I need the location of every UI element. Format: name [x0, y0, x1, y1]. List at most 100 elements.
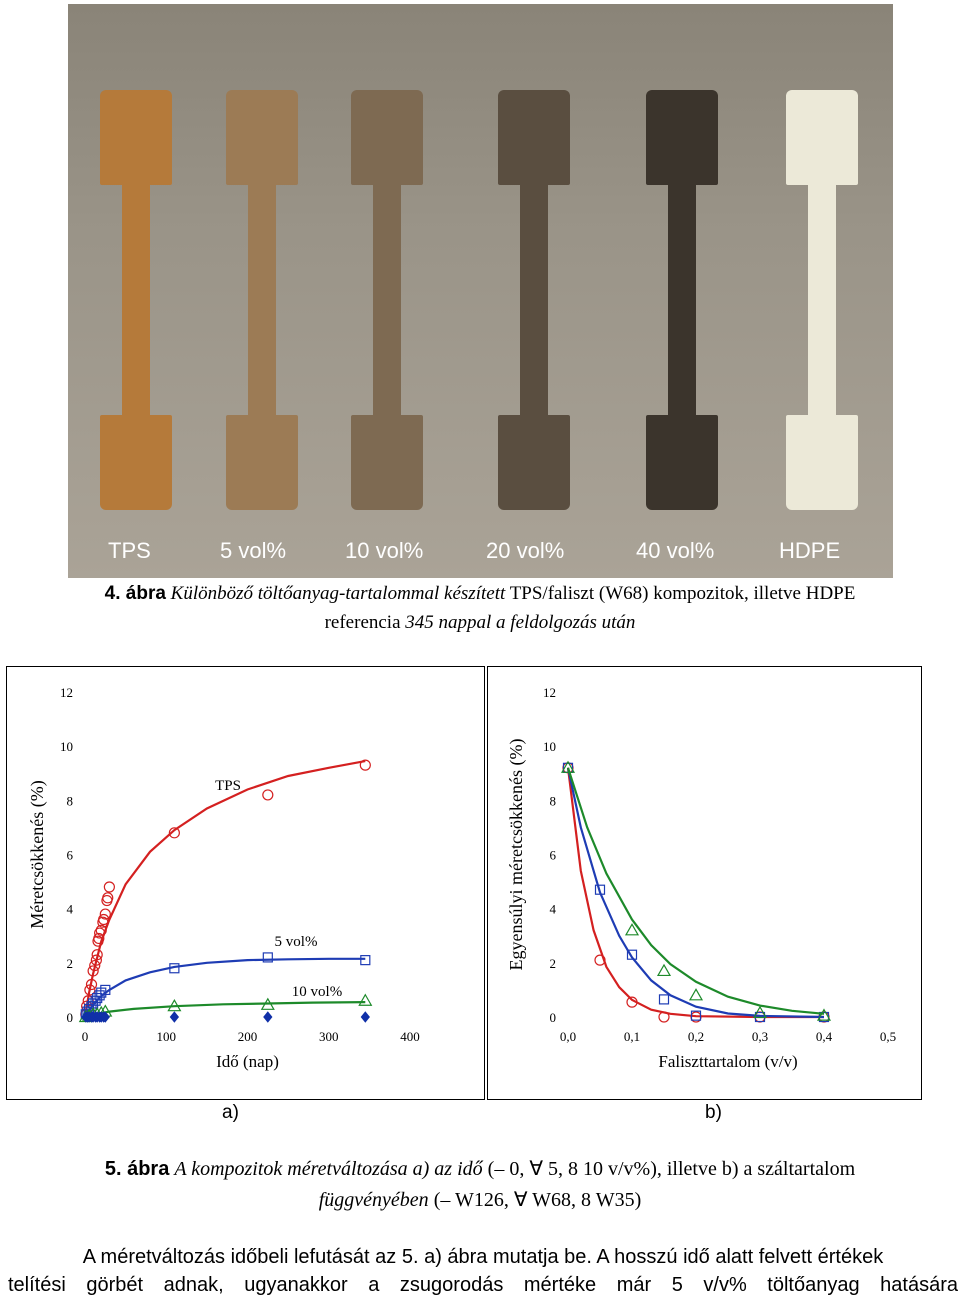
data-point — [626, 949, 638, 960]
x-tick-label: 100 — [157, 1029, 177, 1044]
data-point — [99, 908, 111, 920]
photo-label-20vol: 20 vol% — [486, 538, 565, 563]
y-tick-label: 10 — [60, 739, 73, 754]
data-point — [103, 881, 115, 893]
y-tick-label: 0 — [67, 1010, 74, 1025]
data-point — [658, 994, 670, 1005]
x-axis-title: Faliszttartalom (v/v) — [658, 1052, 797, 1071]
x-tick-label: 200 — [238, 1029, 258, 1044]
x-tick-label: 300 — [319, 1029, 339, 1044]
data-point — [90, 954, 102, 966]
data-point — [167, 998, 182, 1012]
x-axis-title: Idő (nap) — [216, 1052, 279, 1071]
data-point — [626, 996, 638, 1008]
data-point — [624, 923, 640, 936]
specimen-bar — [498, 90, 570, 510]
data-point — [560, 760, 576, 773]
y-axis-title: Méretcsökkenés (%) — [27, 780, 48, 928]
data-point — [100, 1011, 110, 1023]
x-tick-label: 0,4 — [816, 1029, 833, 1044]
data-point — [658, 1011, 670, 1023]
data-point — [358, 993, 373, 1006]
data-point — [656, 963, 672, 977]
annotation-tps: TPS — [215, 778, 241, 794]
data-point — [102, 892, 114, 904]
data-point — [87, 965, 99, 977]
data-point — [263, 1011, 273, 1023]
y-tick-label: 10 — [543, 739, 556, 754]
x-tick-label: 0,3 — [752, 1029, 768, 1044]
body-text-line1: A méretváltozás időbeli lefutását az 5. … — [82, 1246, 884, 1268]
photo-label-hdpe: HDPE — [779, 538, 841, 563]
specimen-photo: TPS 5 vol% 10 vol% 20 vol% 40 vol% HDPE — [68, 4, 893, 578]
data-point — [594, 954, 606, 966]
data-point — [169, 1011, 180, 1023]
data-point — [262, 952, 273, 963]
fit-line-W126 — [566, 767, 824, 1019]
figure5-line1-mid: (– 0, ∀ 5, 8 10 v/v%), illetve b) a szál… — [487, 1158, 856, 1180]
figure4-text2: TPS/faliszt (W68) kompozitok, illetve HD… — [509, 583, 856, 604]
x-tick-label: 0 — [82, 1029, 89, 1044]
data-point — [360, 955, 371, 966]
data-point — [262, 789, 274, 801]
panel-a-label: a) — [222, 1102, 239, 1123]
y-tick-label: 6 — [67, 848, 74, 863]
data-point — [359, 759, 371, 771]
y-tick-label: 12 — [543, 685, 556, 700]
annotation-5vol: 5 vol% — [275, 934, 318, 950]
data-point — [91, 949, 103, 961]
chart-b-svg: 0 2 4 6 8 10 12 0,0 0,1 0,2 0,3 0,4 0,5 Faliszttartal… — [506, 685, 896, 1071]
data-point — [95, 924, 107, 936]
specimen-bar — [646, 90, 718, 510]
data-point — [98, 913, 110, 926]
figure4-text: Különböző töltőanyag-tartalommal készíte… — [170, 583, 506, 604]
figure4-number: 4. ábra — [104, 583, 166, 604]
y-tick-label: 2 — [67, 956, 74, 971]
x-tick-label: 0,0 — [560, 1029, 576, 1044]
data-point — [690, 1010, 702, 1021]
y-tick-label: 0 — [550, 1010, 557, 1025]
y-tick-label: 8 — [550, 793, 557, 808]
figure5-number: 5. ábra — [104, 1158, 170, 1180]
specimen-bar — [786, 90, 858, 510]
x-tick-label: 0,5 — [880, 1029, 896, 1044]
figure4-caption: 4. ábra Különböző töltőanyag-tartalommal… — [0, 579, 960, 637]
fit-line-W68 — [566, 767, 825, 1019]
figure4-text4: 345 nappal a feldolgozás után — [405, 612, 636, 633]
y-axis-title: Egyensúlyi méretcsökkenés (%) — [506, 739, 527, 971]
y-tick-label: 8 — [67, 793, 74, 808]
figure4-text3: referencia — [324, 612, 401, 633]
data-point — [100, 984, 111, 996]
chart-panel-b: 0 2 4 6 8 10 12 0,0 0,1 0,2 0,3 0,4 0,5 Faliszttartal… — [487, 666, 922, 1100]
x-tick-label: 0,1 — [624, 1029, 640, 1044]
photo-label-40vol: 40 vol% — [636, 538, 715, 563]
figure5-line1-italic: A kompozitok méretváltozása a) az idő — [174, 1158, 483, 1180]
data-point — [94, 990, 105, 1001]
y-tick-label: 6 — [550, 848, 557, 863]
y-tick-label: 4 — [67, 902, 74, 917]
photo-label-10vol: 10 vol% — [345, 538, 424, 563]
data-point — [93, 932, 105, 945]
data-point — [84, 984, 96, 996]
data-point — [85, 978, 98, 991]
chart-a-svg: 0 2 4 6 8 10 12 0 100 200 300 400 Idő (nap) Méretcsök… — [27, 685, 420, 1071]
x-tick-label: 400 — [400, 1029, 420, 1044]
specimen-bar — [226, 90, 298, 510]
annotation-10vol: 10 vol% — [292, 984, 342, 1000]
specimen-bar — [100, 90, 172, 510]
data-point — [168, 827, 180, 839]
data-point — [816, 1008, 832, 1021]
fit-line-TPS — [83, 760, 366, 1018]
data-point — [94, 927, 106, 939]
data-point — [752, 1005, 768, 1019]
fit-line-W35 — [566, 767, 825, 1015]
body-text-line2: telítési görbét adnak, ugyanakkor a zsug… — [8, 1274, 958, 1296]
chart-panel-a: 0 2 4 6 8 10 12 0 100 200 300 400 Idő (nap) Méretcsök… — [6, 666, 485, 1100]
fit-line-10vol — [84, 1001, 366, 1019]
photo-label-tps: TPS — [108, 538, 151, 563]
x-tick-label: 0,2 — [688, 1029, 704, 1044]
panel-b-label: b) — [705, 1102, 722, 1123]
y-tick-label: 4 — [550, 902, 557, 917]
data-point — [360, 1011, 370, 1023]
photo-label-5vol: 5 vol% — [220, 538, 287, 563]
